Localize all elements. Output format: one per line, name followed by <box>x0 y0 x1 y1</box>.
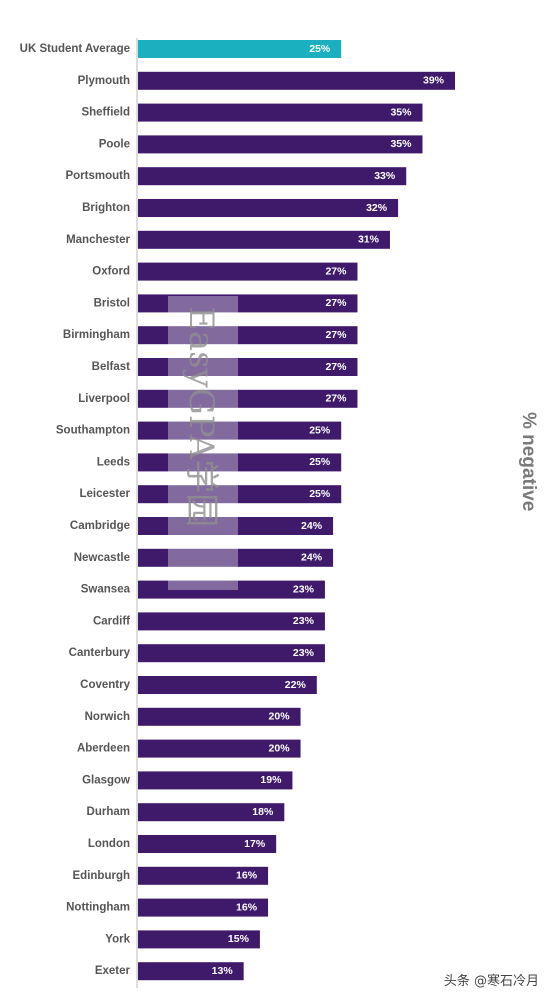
value-label: 25% <box>309 43 331 55</box>
category-label: London <box>88 838 130 850</box>
category-label: Glasgow <box>82 774 130 786</box>
value-label: 25% <box>309 456 331 468</box>
value-label: 15% <box>228 933 250 945</box>
category-label: York <box>105 933 130 945</box>
value-label: 20% <box>269 711 291 723</box>
bar-cambridge <box>138 517 334 535</box>
bar-glasgow <box>138 771 293 790</box>
category-label: Cambridge <box>70 520 130 532</box>
value-label: 31% <box>358 234 380 246</box>
value-label: 32% <box>366 202 388 214</box>
bar-belfast <box>138 358 358 376</box>
bar-newcastle <box>138 548 334 567</box>
value-label: 27% <box>325 329 347 341</box>
value-label: 25% <box>309 488 331 500</box>
value-label: 19% <box>260 774 282 786</box>
category-label: Norwich <box>85 711 130 723</box>
bar-oxford <box>138 262 358 281</box>
category-label: Plymouth <box>78 75 130 87</box>
bar-southampton <box>138 421 342 440</box>
value-label: 16% <box>236 870 258 882</box>
bar-cardiff <box>138 612 325 631</box>
category-label: Oxford <box>92 266 130 278</box>
category-label: Durham <box>87 806 130 818</box>
category-label: Liverpool <box>78 393 130 405</box>
category-label: UK Student Average <box>20 43 130 55</box>
bar-norwich <box>138 707 301 726</box>
bar-nottingham <box>138 898 269 917</box>
bar-manchester <box>138 230 390 249</box>
category-label: Coventry <box>80 679 130 691</box>
bar-poole <box>138 135 423 154</box>
value-label: 16% <box>236 901 258 913</box>
value-label: 27% <box>325 361 347 373</box>
bar-york <box>138 930 260 949</box>
category-label: Swansea <box>81 584 131 596</box>
bar-birmingham <box>138 326 358 345</box>
category-label: Exeter <box>95 965 131 977</box>
value-label: 27% <box>325 297 347 309</box>
value-label: 35% <box>390 106 412 118</box>
bar-coventry <box>138 676 317 694</box>
bar-edinburgh <box>138 866 269 885</box>
value-label: 13% <box>212 965 234 977</box>
bar-liverpool <box>138 389 358 408</box>
bar-aberdeen <box>138 739 301 758</box>
category-label: Edinburgh <box>73 870 131 882</box>
bar-london <box>138 835 277 853</box>
bar-plymouth <box>138 71 455 90</box>
value-label: 24% <box>301 520 323 532</box>
value-label: 39% <box>423 75 445 87</box>
bar-brighton <box>138 199 399 217</box>
category-label: Brighton <box>82 202 130 214</box>
value-label: 35% <box>390 138 412 150</box>
category-label: Nottingham <box>66 902 130 914</box>
category-label: Newcastle <box>74 552 130 564</box>
bar-sheffield <box>138 103 423 122</box>
bar-bristol <box>138 294 358 313</box>
value-label: 27% <box>325 265 347 277</box>
bar-uk-student-average <box>138 40 342 58</box>
category-label: Southampton <box>56 425 130 437</box>
y-axis-title: % negative <box>518 412 539 511</box>
category-label: Manchester <box>66 234 130 246</box>
bar-swansea <box>138 580 325 599</box>
category-labels-group: UK Student Average Plymouth Sheffield Poole… <box>20 43 131 977</box>
category-label: Leeds <box>97 456 130 468</box>
category-label: Canterbury <box>69 647 131 659</box>
source-credit: 头条 @寒石冷月 <box>443 974 539 989</box>
category-label: Birmingham <box>63 329 130 341</box>
value-label: 25% <box>309 424 331 436</box>
value-label: 18% <box>252 806 274 818</box>
category-label: Aberdeen <box>77 743 130 755</box>
category-label: Bristol <box>94 297 130 309</box>
value-label: 20% <box>269 742 291 754</box>
bar-leeds <box>138 453 342 472</box>
watermark-text: EasyGPA学园 <box>181 306 221 527</box>
category-label: Poole <box>99 138 130 150</box>
bar-leicester <box>138 485 342 504</box>
value-label: 23% <box>293 647 315 659</box>
value-label: 33% <box>374 170 396 182</box>
category-label: Sheffield <box>81 107 130 119</box>
bar-exeter <box>138 962 244 981</box>
value-labels-group: 25% 39% 35% 35% 33% 32% 31% 27% 27% 27% 27% 27% 25% 2… <box>212 43 445 977</box>
watermark: EasyGPA学园 <box>168 296 238 590</box>
category-label: Portsmouth <box>65 170 130 182</box>
category-label: Belfast <box>92 361 131 373</box>
value-label: 27% <box>325 393 347 405</box>
value-label: 23% <box>293 615 315 627</box>
bar-canterbury <box>138 644 325 663</box>
bar-durham <box>138 803 285 822</box>
bars-group <box>138 40 455 981</box>
bar-portsmouth <box>138 167 407 186</box>
value-label: 24% <box>301 552 323 564</box>
category-label: Leicester <box>79 488 130 500</box>
category-label: Cardiff <box>93 615 130 627</box>
value-label: 17% <box>244 838 266 850</box>
value-label: 22% <box>285 679 307 691</box>
value-label: 23% <box>293 583 315 595</box>
